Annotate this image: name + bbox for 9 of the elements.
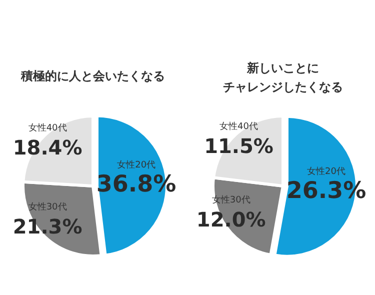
- slice-label: 女性40代: [220, 121, 258, 132]
- slice-label: 女性20代: [117, 159, 156, 170]
- slice-label: 女性20代: [307, 166, 346, 177]
- data-label: 18.4%: [12, 135, 82, 160]
- chart-title: 積極的に人と会いたくなる: [20, 69, 165, 83]
- slice-label: 女性30代: [28, 202, 67, 213]
- data-label: 11.5%: [204, 134, 274, 158]
- chart-title: 新しいことにチャレンジしたくなる: [223, 61, 343, 94]
- slice-label: 女性40代: [28, 122, 67, 134]
